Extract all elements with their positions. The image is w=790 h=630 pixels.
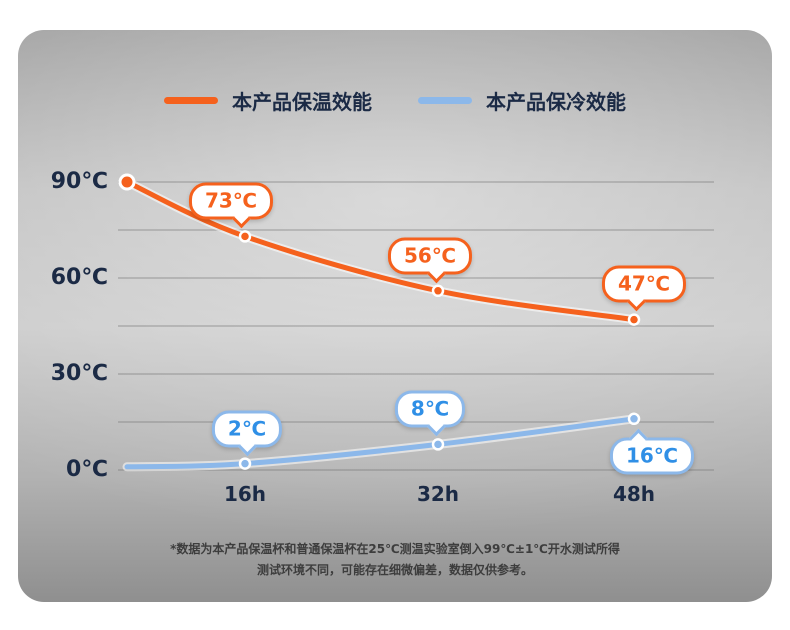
heat-line-swatch-icon bbox=[164, 97, 218, 104]
data-point bbox=[238, 230, 252, 243]
cold-line bbox=[122, 414, 639, 472]
legend-item-heat: 本产品保温效能 bbox=[164, 86, 372, 115]
footnote-line1: *数据为本产品保温杯和普通保温杯在25℃测温实验室倒入99℃±1℃开水测试所得 bbox=[170, 541, 620, 556]
x-axis-label: 16h bbox=[223, 482, 267, 506]
data-point bbox=[431, 284, 445, 298]
data-label-bubble: 8℃ bbox=[394, 390, 466, 437]
chart-card: 本产品保温效能 本产品保冷效能 90℃ 60℃ 30℃ 0℃ 16h 32h 48h 73℃ 5… bbox=[18, 30, 772, 602]
data-label-bubble: 2℃ bbox=[211, 410, 283, 456]
cold-line bbox=[124, 416, 637, 470]
line-chart: 90℃ 60℃ 30℃ 0℃ 16h 32h 48h 73℃ 56℃ 47℃ 2℃ 8℃ 16℃ bbox=[18, 30, 772, 602]
data-point bbox=[431, 438, 445, 451]
y-axis-label: 30℃ bbox=[50, 361, 108, 386]
data-point bbox=[627, 412, 641, 426]
data-point bbox=[238, 457, 252, 470]
heat-line bbox=[124, 179, 637, 323]
legend-label-heat: 本产品保温效能 bbox=[232, 90, 372, 114]
cold-line-swatch-icon bbox=[418, 97, 472, 104]
footnote-line2: 测试环境不同，可能存在细微偏差，数据仅供参考。 bbox=[256, 563, 533, 578]
data-point bbox=[118, 173, 136, 191]
legend-label-cold: 本产品保冷效能 bbox=[486, 90, 626, 114]
data-label-bubble: 16℃ bbox=[609, 428, 695, 475]
legend-item-cold: 本产品保冷效能 bbox=[418, 86, 626, 115]
data-label-bubble: 47℃ bbox=[601, 265, 687, 311]
footnote: *数据为本产品保温杯和普通保温杯在25℃测温实验室倒入99℃±1℃开水测试所得 … bbox=[18, 539, 772, 582]
chart-canvas bbox=[118, 173, 714, 472]
y-axis-label: 90℃ bbox=[50, 169, 108, 194]
data-label-bubble: 73℃ bbox=[188, 182, 274, 229]
y-axis-label: 60℃ bbox=[50, 265, 108, 290]
x-axis-label: 48h bbox=[612, 482, 656, 506]
data-label-bubble: 56℃ bbox=[387, 237, 473, 283]
data-point bbox=[627, 313, 641, 326]
x-axis-label: 32h bbox=[416, 482, 460, 506]
y-axis-label: 0℃ bbox=[66, 457, 108, 482]
legend: 本产品保温效能 本产品保冷效能 bbox=[18, 86, 772, 115]
